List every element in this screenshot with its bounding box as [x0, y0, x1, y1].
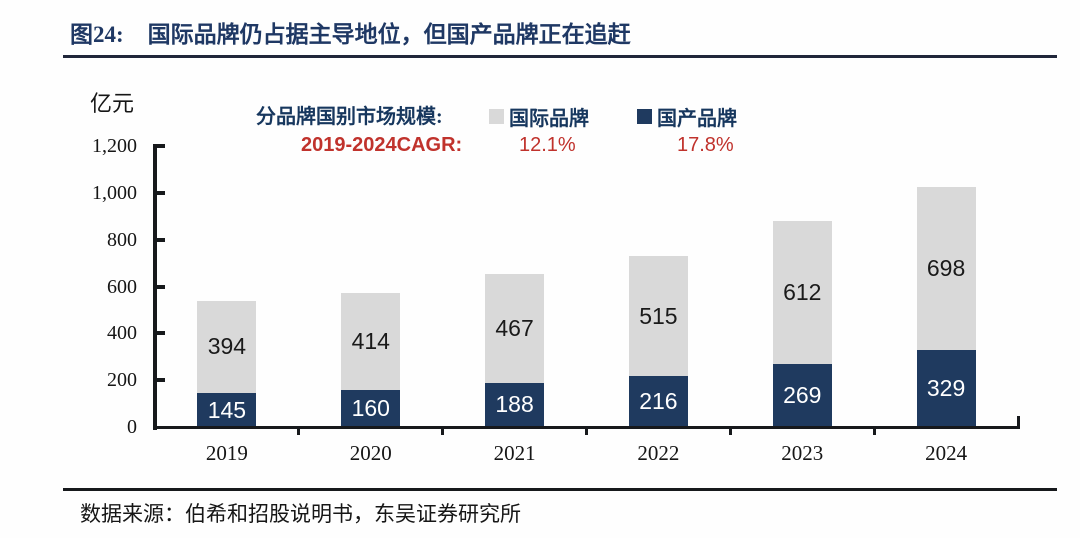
x-axis-tick — [297, 426, 301, 435]
bar-value-label: 329 — [926, 374, 966, 401]
y-axis-tick — [157, 284, 165, 289]
figure-title: 图24: 国际品牌仍占据主导地位，但国产品牌正在追赶 — [70, 15, 631, 49]
x-axis-tick — [728, 426, 732, 435]
y-axis-tick — [157, 237, 165, 242]
cagr-value-domestic: 17.8% — [677, 134, 734, 156]
x-axis-category-label: 2023 — [781, 441, 824, 465]
y-axis-line — [153, 144, 157, 430]
bar-value-label: 698 — [926, 254, 966, 281]
bar-value-label: 216 — [639, 388, 678, 415]
bar-segment-international-2022: 515 — [628, 255, 688, 377]
bar-value-label: 612 — [783, 278, 822, 305]
figure-title-text: 国际品牌仍占据主导地位，但国产品牌正在追赶 — [147, 22, 631, 47]
figure-number: 图24: — [70, 22, 124, 47]
bar-segment-domestic-2020: 160 — [341, 389, 401, 427]
title-divider — [63, 55, 1057, 58]
bar-segment-domestic-2022: 216 — [628, 376, 688, 427]
bar-segment-domestic-2024: 329 — [916, 349, 976, 427]
cagr-row-label: 2019-2024CAGR: — [301, 134, 463, 156]
bar-segment-international-2021: 467 — [485, 273, 545, 383]
bar-value-label: 515 — [639, 302, 678, 329]
y-axis-unit-label: 亿元 — [90, 91, 135, 116]
bar-segment-international-2023: 612 — [772, 220, 832, 364]
bar-value-label: 160 — [351, 394, 390, 421]
bar-value-label: 467 — [495, 314, 534, 341]
legend-label-domestic: 国产品牌 — [657, 108, 737, 130]
legend-label-international: 国际品牌 — [509, 108, 589, 130]
x-axis-line — [153, 426, 1020, 429]
x-axis-category-label: 2021 — [493, 441, 536, 465]
y-axis-tick — [157, 190, 165, 195]
legend-series-title: 分品牌国别市场规模: — [256, 106, 443, 128]
bar-value-label: 394 — [207, 333, 247, 360]
legend-swatch-international-icon — [489, 109, 504, 124]
x-axis-category-label: 2022 — [637, 441, 680, 465]
legend-item-international: 国际品牌 — [489, 102, 589, 131]
cagr-value-international: 12.1% — [519, 134, 576, 156]
bar-segment-international-2020: 414 — [341, 292, 401, 390]
y-axis-tick-label: 800 — [107, 228, 137, 251]
y-axis-tick — [157, 144, 165, 148]
x-axis-tick — [441, 426, 445, 435]
bar-value-label: 414 — [351, 327, 390, 354]
x-axis-end-tick — [1017, 416, 1020, 429]
bar-value-label: 188 — [495, 391, 534, 418]
y-axis-tick-label: 1,000 — [92, 181, 137, 204]
x-axis-category-label: 2019 — [205, 441, 248, 465]
y-axis-tick-label: 600 — [107, 275, 137, 298]
legend-swatch-domestic-icon — [637, 109, 652, 124]
footer-divider — [63, 488, 1057, 491]
legend-item-domestic: 国产品牌 — [637, 102, 737, 131]
x-axis-category-label: 2020 — [349, 441, 392, 465]
y-axis-tick — [157, 378, 165, 383]
data-source: 数据来源：伯希和招股说明书，东吴证券研究所 — [80, 502, 521, 526]
bar-segment-international-2024: 698 — [916, 186, 976, 350]
y-axis-tick — [157, 331, 165, 336]
bar-segment-domestic-2021: 188 — [485, 382, 545, 427]
y-axis-tick-label: 1,200 — [92, 135, 137, 157]
y-axis-tick-label: 200 — [107, 369, 137, 392]
bar-value-label: 269 — [783, 381, 822, 408]
bar-segment-domestic-2019: 145 — [197, 393, 257, 427]
y-axis-tick-label: 0 — [127, 416, 137, 438]
x-axis-tick — [585, 426, 588, 435]
x-axis-tick — [872, 426, 876, 435]
bar-segment-international-2019: 394 — [197, 300, 257, 394]
bar-value-label: 145 — [207, 396, 247, 423]
bar-segment-domestic-2023: 269 — [772, 364, 832, 427]
y-axis-tick-label: 400 — [107, 322, 137, 345]
x-axis-category-label: 2024 — [925, 441, 968, 465]
